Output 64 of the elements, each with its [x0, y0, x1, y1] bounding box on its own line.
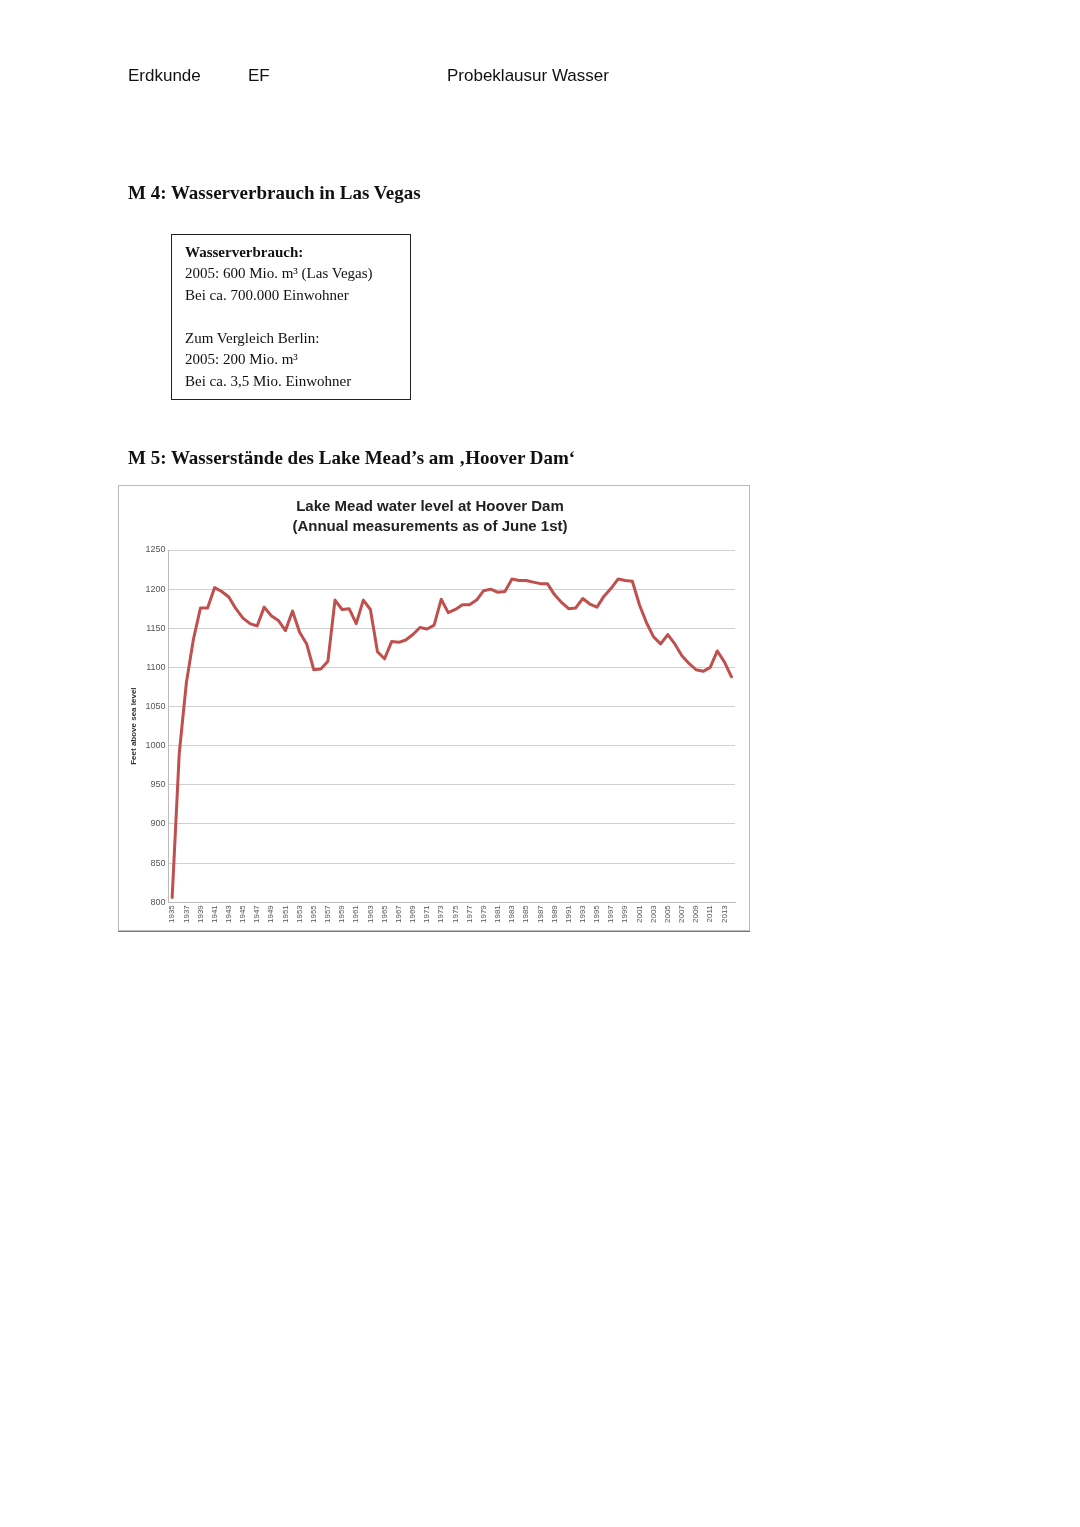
x-tick-label: 1999	[620, 904, 630, 923]
x-tick-label: 1993	[577, 904, 587, 923]
x-tick-label: 1983	[507, 904, 517, 923]
x-tick-label: 2013	[719, 904, 729, 923]
chart-subtitle: (Annual measurements as of June 1st)	[292, 517, 568, 535]
y-tick-label: 1100	[146, 661, 166, 672]
x-tick-label: 1979	[478, 904, 488, 923]
y-tick-label: 1250	[145, 544, 166, 555]
chart-title: Lake Mead water level at Hoover Dam	[296, 497, 564, 515]
x-tick-label: 1939	[195, 904, 205, 923]
y-tick-label: 1200	[145, 583, 166, 594]
x-tick-label: 1935	[167, 904, 177, 923]
x-tick-label: 1969	[408, 904, 418, 923]
text: EF	[248, 66, 270, 86]
x-tick-label: 1945	[238, 904, 248, 923]
text: Probeklausur Wasser	[447, 66, 609, 86]
y-tick-label: 1050	[145, 701, 166, 712]
x-tick-label: 1957	[323, 904, 333, 923]
text: Bei ca. 700.000 Einwohner	[185, 287, 349, 304]
text: Wasserverbrauch:	[185, 244, 304, 261]
x-tick-label: 1997	[606, 904, 616, 923]
x-tick-label: 1959	[337, 904, 347, 923]
x-tick-label: 2001	[634, 904, 644, 923]
text: M 5: Wasserstände des Lake Mead’s am ‚Hoover Dam‘	[128, 447, 576, 469]
x-tick-label: 1971	[422, 904, 432, 923]
x-tick-label: 1947	[252, 904, 262, 923]
x-tick-label: 2003	[648, 904, 658, 923]
y-axis-title: Feet above sea level	[129, 687, 138, 765]
x-tick-label: 1973	[436, 904, 446, 923]
x-tick-label: 1985	[521, 904, 531, 923]
x-tick-label: 1941	[209, 904, 219, 923]
x-tick-label: 1953	[294, 904, 304, 923]
x-tick-label: 1989	[549, 904, 559, 923]
x-tick-label: 1961	[351, 904, 361, 923]
x-tick-label: 1963	[365, 904, 375, 923]
x-tick-label: 1949	[266, 904, 276, 923]
x-tick-label: 1951	[280, 904, 290, 923]
x-tick-label: 1981	[493, 904, 503, 923]
text: Bei ca. 3,5 Mio. Einwohner	[185, 373, 352, 390]
y-tick-label: 850	[150, 857, 166, 868]
x-tick-label: 2009	[691, 904, 701, 923]
x-tick-label: 1987	[535, 904, 545, 923]
text: 2005: 200 Mio. m³	[185, 351, 298, 368]
x-tick-label: 2007	[677, 904, 687, 923]
text: 2005: 600 Mio. m³ (Las Vegas)	[185, 265, 373, 282]
x-tick-label: 2011	[705, 904, 715, 923]
y-tick-label: 950	[150, 779, 166, 790]
y-tick-label: 1150	[146, 622, 166, 633]
x-tick-label: 1955	[308, 904, 318, 923]
x-tick-label: 1943	[224, 904, 233, 923]
x-tick-label: 1991	[563, 904, 573, 923]
x-tick-label: 1977	[464, 904, 474, 923]
text: M 4: Wasserverbrauch in Las Vegas	[128, 182, 421, 204]
y-tick-label: 800	[150, 896, 166, 907]
x-tick-label: 1937	[181, 904, 191, 923]
text: Erdkunde	[128, 66, 201, 86]
x-tick-label: 1965	[379, 904, 389, 923]
x-tick-label: 1975	[450, 904, 460, 923]
x-tick-label: 1967	[393, 904, 403, 923]
y-tick-label: 900	[150, 818, 166, 829]
text: Zum Vergleich Berlin:	[185, 330, 320, 347]
y-tick-label: 1000	[145, 740, 166, 751]
x-tick-label: 1995	[592, 904, 602, 923]
x-tick-label: 2005	[662, 904, 672, 923]
